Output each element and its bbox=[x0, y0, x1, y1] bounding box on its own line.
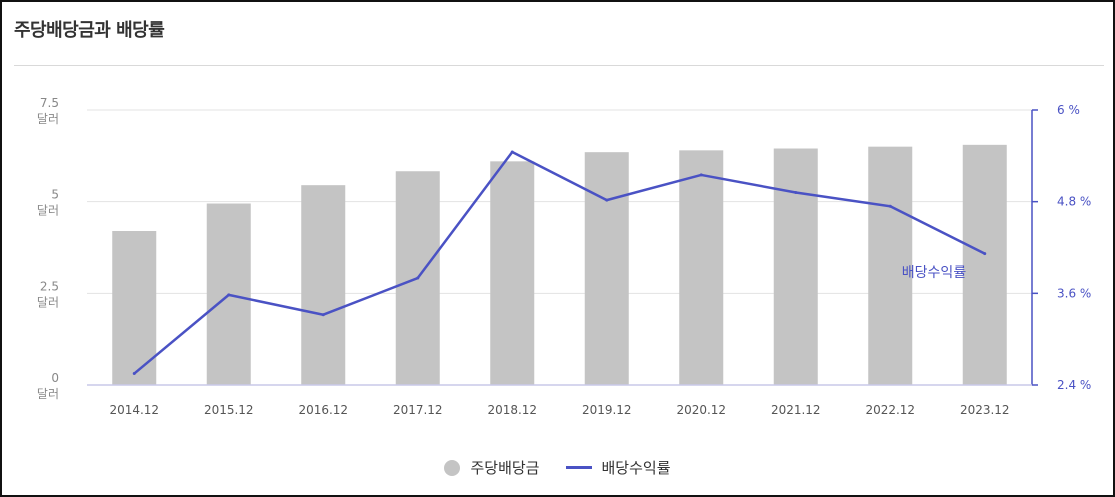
x-tick-label: 2019.12 bbox=[582, 403, 632, 417]
y-right-tick-label: 4.8 % bbox=[1057, 195, 1091, 209]
yield-point-2018.12 bbox=[510, 150, 514, 154]
bar-2019.12 bbox=[584, 152, 629, 385]
y-left-tick-unit: 달러 bbox=[37, 387, 59, 401]
legend-line-swatch bbox=[565, 466, 592, 469]
yield-point-2016.12 bbox=[321, 313, 325, 317]
x-tick-label: 2021.12 bbox=[771, 403, 821, 417]
legend-item-dividend[interactable]: 주당배당금 bbox=[444, 457, 540, 478]
y-left-tick-unit: 달러 bbox=[37, 112, 59, 126]
x-tick-label: 2018.12 bbox=[487, 403, 537, 417]
bar-2023.12 bbox=[962, 144, 1007, 385]
x-tick-label: 2014.12 bbox=[109, 403, 159, 417]
legend-label-yield: 배당수익률 bbox=[601, 459, 671, 477]
bar-2022.12 bbox=[868, 146, 913, 385]
y-left-tick-label: 0 bbox=[51, 371, 59, 385]
yield-point-2015.12 bbox=[227, 293, 231, 297]
bar-2018.12 bbox=[490, 161, 535, 385]
y-right-tick-label: 3.6 % bbox=[1057, 286, 1091, 300]
axis-labels: 0 달러 2.5 달러 5 달러 7.5 달러 2.4 % 3.6 % 4.8 % 6 % 2014.1… bbox=[37, 96, 1091, 417]
bar-2016.12 bbox=[301, 185, 346, 385]
y-left-tick-unit: 달러 bbox=[37, 204, 59, 218]
legend-item-yield[interactable]: 배당수익률 bbox=[565, 457, 671, 478]
y-left-tick-label: 2.5 bbox=[40, 279, 59, 293]
yield-point-2022.12 bbox=[888, 204, 892, 208]
x-tick-label: 2022.12 bbox=[865, 403, 915, 417]
x-tick-label: 2015.12 bbox=[204, 403, 254, 417]
axes bbox=[87, 109, 1038, 386]
chart-legend: 주당배당금 배당수익률 bbox=[2, 457, 1113, 478]
x-tick-label: 2017.12 bbox=[393, 403, 443, 417]
line-series bbox=[132, 150, 987, 376]
y-right-tick-label: 6 % bbox=[1057, 103, 1080, 117]
yield-point-2023.12 bbox=[983, 252, 987, 256]
x-tick-label: 2016.12 bbox=[298, 403, 348, 417]
x-tick-label: 2023.12 bbox=[960, 403, 1010, 417]
chart-title: 주당배당금과 배당률 bbox=[14, 20, 165, 41]
combo-chart: 0 달러 2.5 달러 5 달러 7.5 달러 2.4 % 3.6 % 4.8 % 6 % 2014.1… bbox=[37, 96, 1091, 417]
bar-2021.12 bbox=[773, 148, 818, 385]
yield-point-2019.12 bbox=[605, 198, 609, 202]
y-right-tick-label: 2.4 % bbox=[1057, 378, 1091, 392]
yield-point-2014.12 bbox=[132, 372, 136, 376]
x-tick-label: 2020.12 bbox=[676, 403, 726, 417]
y-left-tick-label: 5 bbox=[51, 188, 59, 202]
title-divider bbox=[14, 65, 1104, 66]
yield-point-2021.12 bbox=[794, 191, 798, 194]
legend-label-dividend: 주당배당금 bbox=[470, 459, 540, 477]
yield-point-2017.12 bbox=[416, 276, 420, 280]
legend-bar-swatch bbox=[444, 459, 461, 476]
bar-series bbox=[112, 144, 1007, 385]
y-left-tick-unit: 달러 bbox=[37, 295, 59, 309]
yield-line bbox=[133, 150, 986, 375]
bar-2014.12 bbox=[112, 231, 157, 385]
bar-2020.12 bbox=[679, 150, 724, 385]
line-series-annotation: 배당수익률 bbox=[902, 265, 967, 281]
yield-point-2020.12 bbox=[699, 173, 703, 177]
y-left-tick-label: 7.5 bbox=[40, 96, 59, 110]
